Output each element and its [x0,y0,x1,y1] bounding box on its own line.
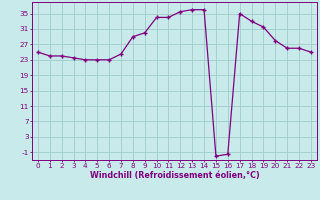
X-axis label: Windchill (Refroidissement éolien,°C): Windchill (Refroidissement éolien,°C) [90,171,259,180]
